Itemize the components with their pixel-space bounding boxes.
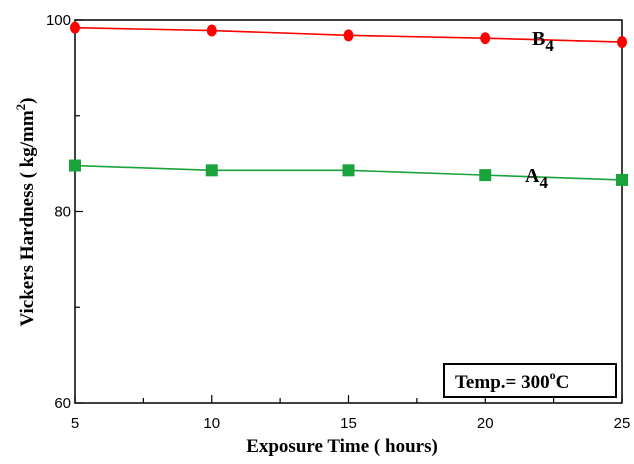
data-point-a4	[479, 169, 492, 182]
series-group	[69, 21, 628, 186]
series-label-a4-sub: 4	[539, 173, 548, 192]
data-point-b4	[70, 21, 80, 34]
data-point-a4	[69, 159, 81, 172]
y-axis-title-sup: 2	[13, 104, 28, 111]
x-tick-label: 20	[477, 415, 494, 432]
x-axis-title: Exposure Time ( hours)	[246, 436, 438, 457]
y-tick-label: 80	[54, 204, 71, 221]
series-label-b4-name: B	[532, 28, 545, 50]
series-label-b4: B4	[532, 28, 554, 55]
x-tick-label: 15	[340, 415, 357, 432]
y-axis-title: Vickers Hardness ( kg/mm2)	[13, 97, 38, 326]
y-axis-title-end: )	[17, 97, 38, 103]
x-tick-label: 25	[614, 415, 631, 432]
data-point-a4	[205, 164, 218, 177]
y-tick-label: 100	[46, 12, 71, 29]
x-tick-label: 5	[71, 415, 79, 432]
annotation-unit: C	[556, 372, 570, 393]
plot-frame	[74, 19, 623, 404]
annotation-main: Temp.= 300	[455, 372, 550, 393]
data-point-b4	[343, 29, 354, 42]
annotation-box	[443, 363, 617, 398]
data-point-a4	[342, 164, 355, 177]
series-label-a4: A4	[525, 165, 548, 192]
data-point-b4	[617, 36, 627, 49]
data-point-b4	[206, 24, 217, 37]
series-label-a4-name: A	[525, 165, 540, 187]
annotation-text: Temp.= 300oC	[455, 368, 569, 393]
x-tick-label: 10	[203, 415, 220, 432]
axis-ticks	[74, 19, 623, 404]
series-label-b4-sub: 4	[545, 36, 554, 55]
x-tick-labels: 5 10 15 20 25	[71, 415, 631, 432]
annotation-degree: o	[550, 368, 556, 382]
y-tick-label: 60	[54, 395, 71, 412]
data-point-a4	[616, 173, 628, 186]
y-axis-title-main: Vickers Hardness ( kg/mm	[17, 110, 38, 326]
y-tick-labels: 60 80 100	[46, 12, 71, 412]
data-point-b4	[480, 32, 491, 45]
